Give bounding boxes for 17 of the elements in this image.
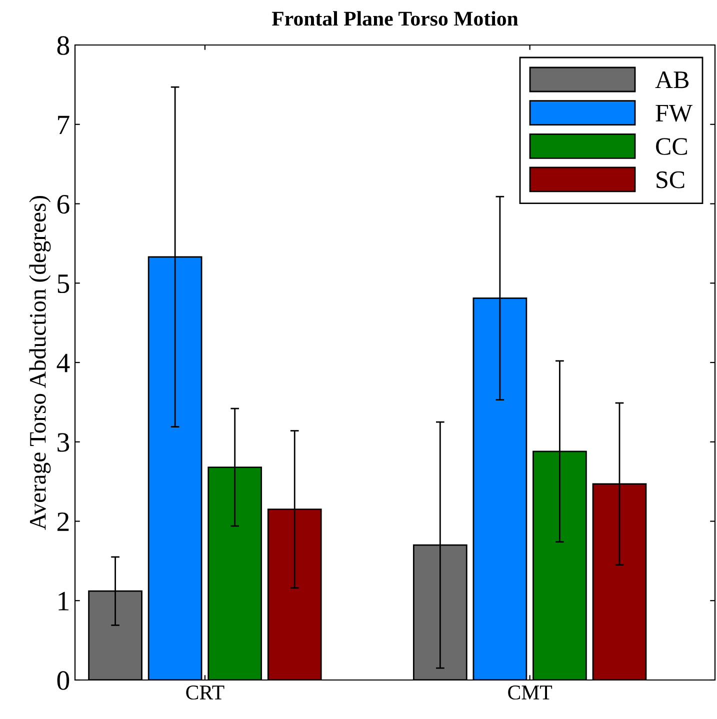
legend-label: CC: [656, 138, 687, 155]
y-tick-label: 7: [58, 116, 70, 134]
y-tick-label: 5: [58, 274, 70, 294]
legend-label: SC: [656, 171, 684, 188]
x-tick-label: CMT: [508, 686, 552, 700]
y-tick-label: 0: [57, 671, 70, 690]
y-tick-label: 8: [57, 36, 70, 55]
y-tick-label: 3: [58, 433, 70, 452]
y-tick-label: 1: [58, 592, 68, 610]
chart-title: Frontal Plane Torso Motion: [272, 11, 518, 26]
x-tick-label: CRT: [186, 686, 224, 700]
legend-label: AB: [655, 71, 689, 88]
y-tick-label: 6: [57, 194, 70, 214]
legend-label: FW: [656, 104, 692, 122]
y-tick-label: 2: [57, 512, 69, 531]
y-axis-title: Average Torso Abduction (degrees): [29, 196, 51, 530]
y-tick-label: 4: [56, 354, 70, 372]
